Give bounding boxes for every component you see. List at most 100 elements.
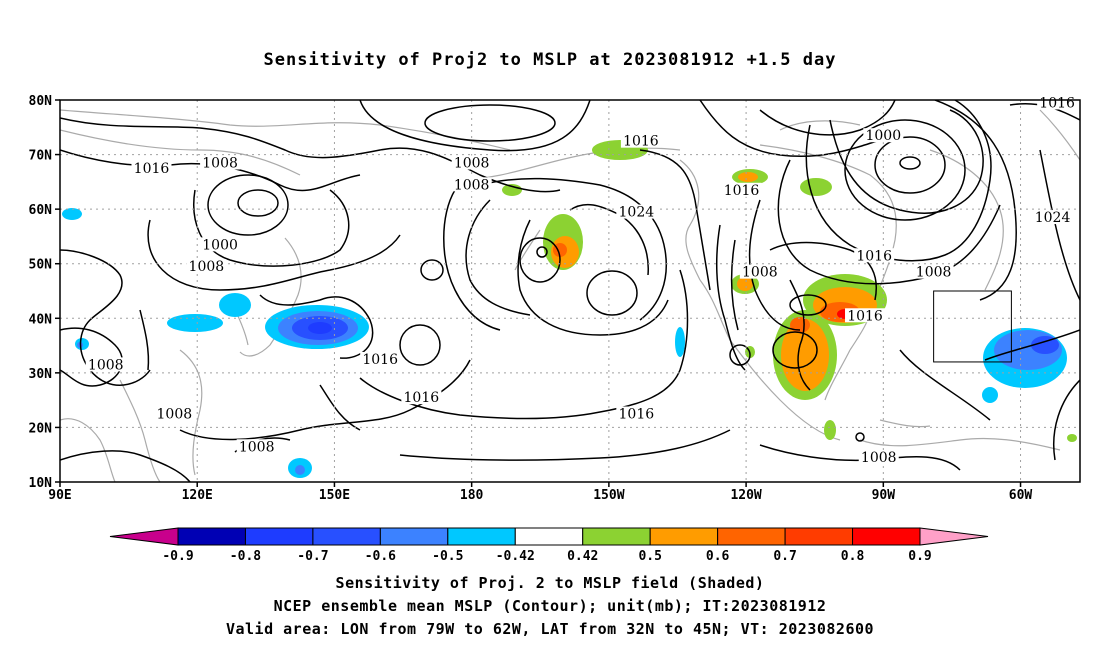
lat-tick-label: 40N <box>29 312 53 327</box>
contour-label: 1000 <box>202 237 238 253</box>
colorbar: -0.9 -0.8 -0.7 -0.6 -0.5 -0.42 0.42 0.5 0.6 0.7 0.… <box>109 527 989 564</box>
contour-label: 1024 <box>1035 210 1071 226</box>
colorbar-tick-label: 0.42 <box>567 549 598 564</box>
colorbar-tick-label: -0.8 <box>230 549 261 564</box>
contour-label-bg <box>858 450 899 465</box>
contour-label: 1008 <box>916 265 952 281</box>
colorbar-segment <box>177 527 246 546</box>
colorbar-tick-label: -0.7 <box>297 549 328 564</box>
contour-label: 1016 <box>856 248 892 264</box>
shade-blob <box>167 314 223 332</box>
contour-label-bg <box>1037 95 1078 110</box>
lon-tick-label: 120W <box>730 488 761 503</box>
colorbar-segment <box>717 527 786 546</box>
lat-tick-label: 60N <box>29 203 53 218</box>
contour-label: 1000 <box>865 128 901 144</box>
colorbar-segment <box>244 527 314 546</box>
contour-label-bg <box>186 259 227 274</box>
colorbar-tick-label: -0.6 <box>365 549 396 564</box>
contour-label: 1016 <box>134 161 170 177</box>
longitude-axis: 90E 120E 150E 180 150W 120W 90W 60W <box>48 482 1032 503</box>
shade-blob <box>62 208 82 220</box>
shade-blob <box>1067 434 1077 442</box>
contour-label-bg <box>154 406 195 421</box>
colorbar-tick-label: 0.6 <box>706 549 730 564</box>
lon-tick-label: 90W <box>872 488 896 503</box>
shade-blob <box>982 387 998 403</box>
contour-label: 1008 <box>189 259 225 275</box>
colorbar-segment <box>852 527 921 546</box>
contour-label-bg <box>85 357 126 372</box>
contour-label-bg <box>616 406 657 421</box>
colorbar-segment <box>582 527 651 546</box>
caption-line-2: NCEP ensemble mean MSLP (Contour); unit(… <box>273 597 827 615</box>
lat-lon-grid <box>60 100 1080 482</box>
contour-label: 1008 <box>742 265 778 281</box>
contour-label: 1008 <box>454 177 490 193</box>
colorbar-tick-label: -0.42 <box>496 549 535 564</box>
colorbar-tick-label: 0.5 <box>638 549 661 564</box>
lon-tick-label: 60W <box>1009 488 1033 503</box>
shade-blob <box>824 420 836 440</box>
shade-blob <box>308 322 332 334</box>
contour-label: 1008 <box>88 357 124 373</box>
lon-tick-label: 150E <box>319 488 350 503</box>
shade-blob <box>800 178 832 196</box>
shade-blob <box>738 172 758 182</box>
contour-label-bg <box>854 248 895 263</box>
colorbar-tick-label: -0.9 <box>162 549 193 564</box>
contour-label-bg <box>401 390 442 405</box>
contour-label-bg <box>200 155 241 170</box>
contour-label: 1008 <box>239 439 275 455</box>
colorbar-tick-label: 0.7 <box>773 549 796 564</box>
contour-label-bg <box>863 128 904 143</box>
shade-blob <box>737 277 753 291</box>
contour-label-bg <box>739 264 780 279</box>
map-frame <box>59 99 1081 483</box>
contour-label-bg <box>620 133 661 148</box>
contour-labels: 1016 1008 1008 1008 1016 1000 1016 1024 1000 1008… <box>85 95 1078 466</box>
colorbar-segment <box>447 527 516 546</box>
contour-label-bg <box>913 264 954 279</box>
contour-label: 1008 <box>202 155 238 171</box>
contour-label-bg <box>451 177 492 192</box>
lon-tick-label: 150W <box>593 488 624 503</box>
contour-label-bg <box>1032 210 1073 225</box>
colorbar-tick-label: 0.9 <box>908 549 931 564</box>
lon-tick-label: 180 <box>460 488 484 503</box>
contour-label: 1016 <box>619 407 655 423</box>
contour-label-bg <box>360 351 401 366</box>
contour-label-bg <box>200 237 241 252</box>
caption-line-3: Valid area: LON from 79W to 62W, LAT fro… <box>225 620 875 638</box>
lat-tick-label: 30N <box>29 367 53 382</box>
contour-label-bg <box>721 182 762 197</box>
lat-tick-label: 10N <box>29 476 53 491</box>
colorbar-segment <box>312 527 381 546</box>
contour-label-bg <box>236 439 277 454</box>
contour-label: 1008 <box>157 407 193 423</box>
contour-label: 1016 <box>362 352 398 368</box>
lon-tick-label: 90E <box>48 488 71 503</box>
shade-blob <box>502 184 522 196</box>
colorbar-segment <box>514 527 584 546</box>
valid-area-box <box>933 290 1012 363</box>
contour-label: 1016 <box>1039 95 1075 111</box>
contour-label: 1024 <box>619 205 655 221</box>
shade-blob <box>675 327 685 357</box>
contour-label: 1008 <box>861 450 897 466</box>
shade-blob <box>1031 336 1059 354</box>
contour-label: 1016 <box>404 390 440 406</box>
contour-label: 1016 <box>724 183 760 199</box>
contour-label: 1016 <box>623 134 659 150</box>
colorbar-over-triangle <box>919 527 989 546</box>
contour-label-bg <box>845 308 886 323</box>
lat-tick-label: 80N <box>29 94 53 109</box>
caption-line-1: Sensitivity of Proj. 2 to MSLP field (Sh… <box>335 574 765 592</box>
colorbar-segment <box>649 527 719 546</box>
colorbar-under-triangle <box>109 527 179 546</box>
contour-label-bg <box>131 160 172 175</box>
latitude-axis: 80N 70N 60N 50N 40N 30N 20N 10N <box>29 94 60 491</box>
contour-label: 1016 <box>847 308 883 324</box>
lon-tick-label: 120E <box>182 488 213 503</box>
